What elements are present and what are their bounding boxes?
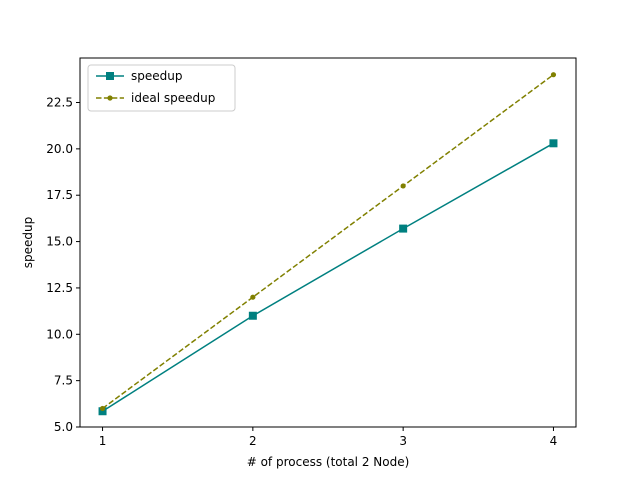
axis-ticks: 1 2 3 4 5.0 7.5 10.0 12.5 15.0 17.5 20.0 22.5 <box>46 96 557 448</box>
y-tick-label: 15.0 <box>46 235 73 249</box>
y-tick-label: 12.5 <box>46 281 73 295</box>
x-tick-label: 4 <box>550 434 558 448</box>
series-line-1 <box>102 142 554 412</box>
data-point <box>550 72 557 78</box>
legend-marker <box>106 72 114 80</box>
legend-marker <box>107 95 113 101</box>
y-tick-label: 5.0 <box>54 420 73 434</box>
data-point <box>248 311 257 320</box>
data-point <box>250 294 256 300</box>
series-line-2 <box>102 74 554 410</box>
axes-frame <box>79 57 577 428</box>
legend: speedup ideal speedup <box>87 64 236 112</box>
x-tick-label: 3 <box>399 434 407 448</box>
data-point <box>400 183 406 189</box>
y-tick-label: 7.5 <box>54 374 73 388</box>
legend-label-2: ideal speedup <box>131 91 215 105</box>
data-point <box>399 224 408 233</box>
plot-area <box>98 72 558 416</box>
legend-box <box>87 64 236 112</box>
y-tick-label: 10.0 <box>46 327 73 341</box>
y-tick-label: 17.5 <box>46 188 73 202</box>
legend-label-1: speedup <box>131 69 182 83</box>
x-tick-label: 1 <box>99 434 107 448</box>
x-axis-label: # of process (total 2 Node) <box>247 455 410 469</box>
data-point <box>98 407 107 416</box>
data-point <box>99 405 106 412</box>
y-tick-label: 20.0 <box>46 142 73 156</box>
x-tick-label: 2 <box>249 434 257 448</box>
data-point <box>549 139 558 148</box>
y-tick-label: 22.5 <box>46 96 73 110</box>
y-axis-label: speedup <box>21 217 35 268</box>
